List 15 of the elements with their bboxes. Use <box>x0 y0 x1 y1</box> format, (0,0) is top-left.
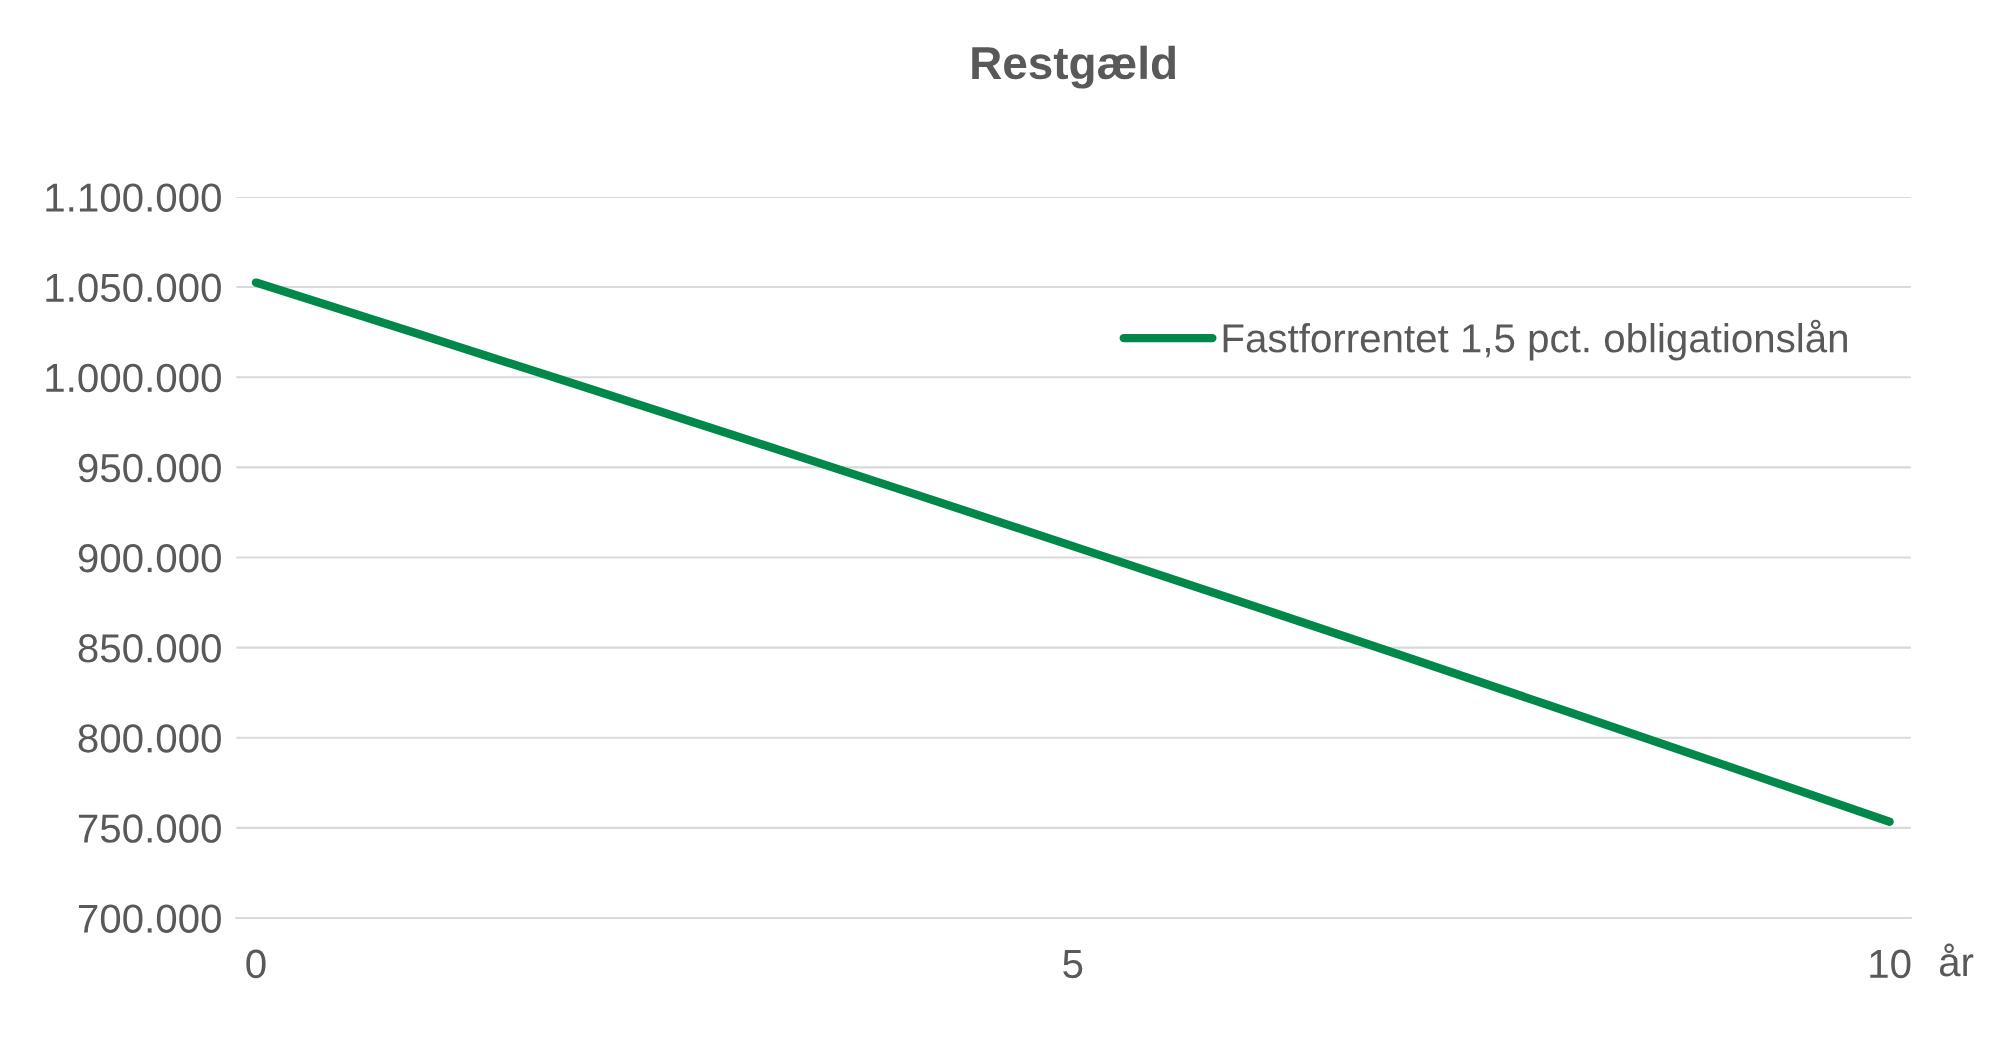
y-tick-label: 700.000 <box>78 904 221 933</box>
legend-label: Fastforrentet 1,5 pct. obligationslån <box>1223 319 1847 361</box>
y-tick-label: 1.100.000 <box>46 183 221 212</box>
y-tick-label: 1.000.000 <box>46 363 221 393</box>
chart-title: Restgæld <box>972 45 1176 89</box>
x-axis-title: år <box>1939 943 1974 977</box>
x-tick-label: 5 <box>1063 950 1083 979</box>
y-tick-label: 850.000 <box>78 634 221 663</box>
y-tick-label: 750.000 <box>78 814 221 843</box>
x-tick-label: 10 <box>1870 949 1911 979</box>
y-tick-label: 800.000 <box>78 724 221 753</box>
y-tick-label: 1.050.000 <box>46 273 221 303</box>
y-tick-label: 900.000 <box>78 543 221 573</box>
x-tick-label: 0 <box>246 949 266 979</box>
y-tick-label: 950.000 <box>78 453 221 483</box>
